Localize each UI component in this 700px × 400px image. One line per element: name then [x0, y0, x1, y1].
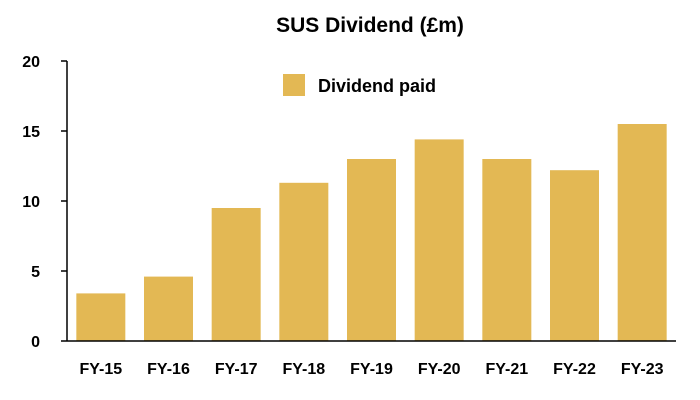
chart-title: SUS Dividend (£m): [276, 14, 464, 37]
x-tick-label-fy-23: FY-23: [621, 361, 664, 378]
x-tick-label-fy-20: FY-20: [418, 361, 461, 378]
bar-fy-17: [211, 208, 261, 341]
x-tick-label-fy-19: FY-19: [350, 361, 393, 378]
bar-fy-15: [76, 293, 126, 341]
y-axis: 0 5 10 15 20: [22, 54, 68, 351]
x-tick-label-fy-16: FY-16: [147, 361, 190, 378]
legend-label-dividend-paid: Dividend paid: [318, 76, 436, 96]
y-tick-label-15: 15: [22, 124, 40, 141]
legend: Dividend paid: [283, 74, 436, 96]
bar-fy-19: [347, 159, 396, 341]
x-tick-label-fy-15: FY-15: [79, 361, 122, 378]
y-tick-label-5: 5: [31, 264, 40, 281]
bar-fy-20: [414, 139, 464, 341]
bars-group: [76, 124, 667, 341]
bar-fy-18: [279, 182, 329, 341]
x-axis: FY-15 FY-16 FY-17 FY-18 FY-19 FY-20 FY-21 FY-22…: [67, 340, 676, 378]
bar-fy-22: [550, 170, 599, 341]
x-tick-label-fy-17: FY-17: [215, 361, 258, 378]
y-tick-label-0: 0: [31, 334, 40, 351]
x-tick-label-fy-18: FY-18: [282, 361, 325, 378]
bar-fy-21: [482, 159, 532, 341]
bar-fy-23: [617, 124, 667, 341]
y-tick-label-20: 20: [22, 54, 40, 71]
legend-swatch: [283, 74, 305, 96]
x-tick-label-fy-22: FY-22: [553, 361, 596, 378]
y-tick-label-10: 10: [22, 194, 40, 211]
bar-fy-16: [144, 276, 193, 341]
x-tick-label-fy-21: FY-21: [485, 361, 528, 378]
